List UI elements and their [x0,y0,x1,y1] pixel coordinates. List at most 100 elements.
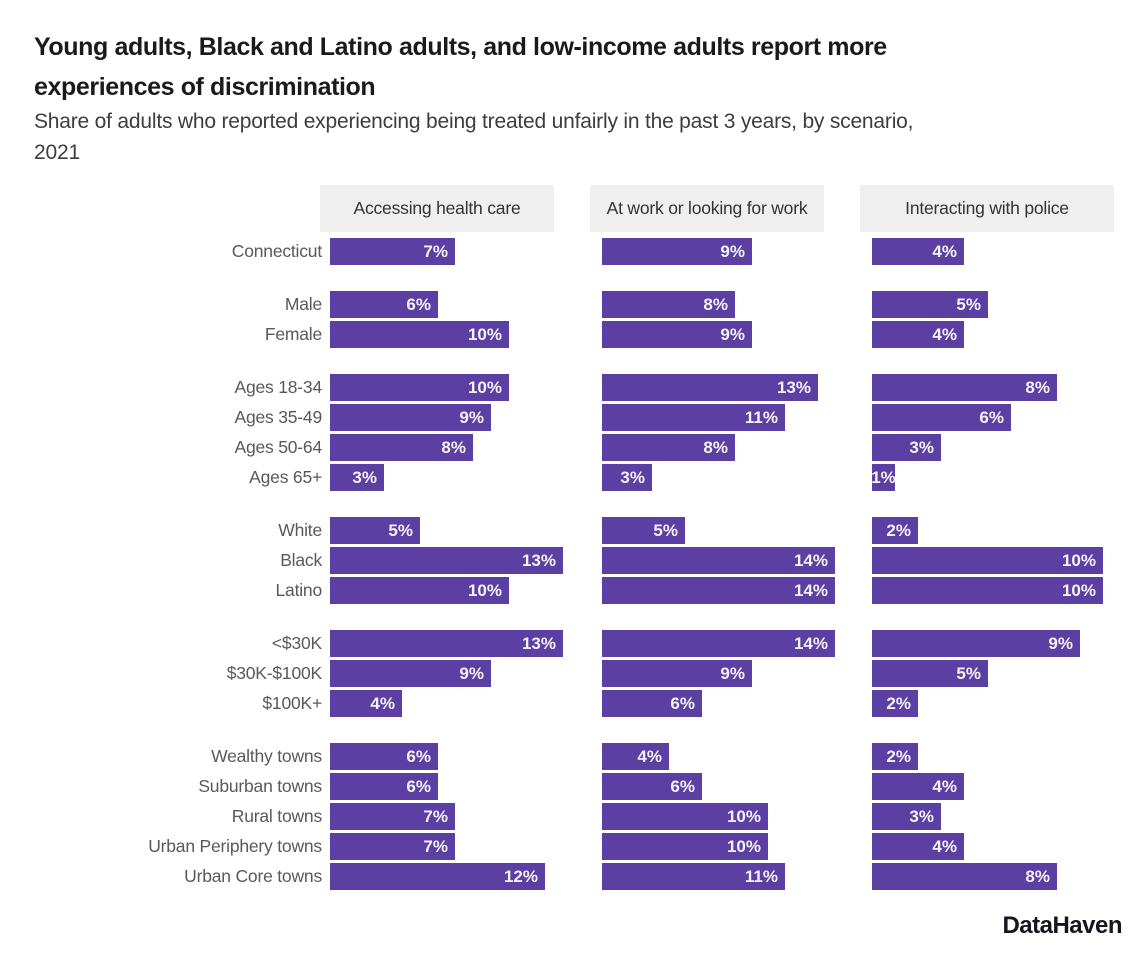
bar-value-label: 10% [1061,550,1096,570]
bar-value-label: 9% [459,663,484,683]
bar: 10% [872,577,1103,604]
bar: 8% [872,863,1057,890]
chart-subtitle-line-1: Share of adults who reported experiencin… [34,110,914,133]
bar-row: Rural towns 7% 10% 3% [0,803,1147,833]
bar: 11% [602,863,785,890]
facet-cell: 5% [872,291,1147,318]
chart-title-line-2: experiences of discrimination [34,73,376,101]
bar-value-label: 3% [352,467,377,487]
facet-header-accessing-health-care: Accessing health care [320,185,554,232]
facet-cell: 2% [872,743,1147,770]
bar: 12% [330,863,545,890]
facet-cell: 8% [602,434,872,461]
chart-subtitle-line-2: 2021 [34,141,80,164]
facet-cell: 4% [872,773,1147,800]
facet-cell: 10% [872,547,1147,574]
bar: 5% [872,291,988,318]
bar-value-label: 13% [521,550,556,570]
bar: 10% [602,833,768,860]
bar: 5% [330,517,420,544]
bar: 10% [330,577,509,604]
row-label: Ages 18-34 [234,377,322,397]
bar: 9% [602,238,752,265]
bar: 2% [872,690,918,717]
bar: 11% [602,404,785,431]
facet-cell: 14% [602,630,872,657]
row-label: Ages 35-49 [234,407,322,427]
bar-value-label: 3% [909,437,934,457]
bar: 6% [602,690,702,717]
bar-row: White 5% 5% 2% [0,517,1147,547]
faceted-bar-chart: Accessing health care At work or looking… [0,185,1147,916]
bar: 3% [872,434,941,461]
row-label: Black [280,550,322,570]
bar: 9% [330,404,491,431]
bar-value-label: 2% [886,693,911,713]
bar-value-label: 6% [670,693,695,713]
bar-value-label: 5% [653,520,678,540]
bar-value-label: 9% [1048,633,1073,653]
facet-header-interacting-with-police: Interacting with police [860,185,1114,232]
bar-value-label: 4% [637,746,662,766]
facet-cell: 3% [872,803,1147,830]
bar: 6% [872,404,1011,431]
row-label: $30K-$100K [226,663,323,683]
bar-row: <$30K 13% 14% 9% [0,630,1147,660]
bar-value-label: 4% [932,324,957,344]
facet-cell: 4% [872,833,1147,860]
facet-cell: 8% [330,434,602,461]
bar: 6% [602,773,702,800]
facet-cell: 13% [330,547,602,574]
bar-row: Wealthy towns 6% 4% 2% [0,743,1147,773]
bar: 14% [602,630,835,657]
bar: 1% [871,464,896,491]
row-label: Male [284,294,322,314]
bar-row: Ages 50-64 8% 8% 3% [0,434,1147,464]
facet-cell: 10% [330,374,602,401]
facet-cell: 13% [330,630,602,657]
row-label: Urban Core towns [184,866,322,886]
bar-value-label: 4% [370,693,395,713]
bar-value-label: 9% [720,324,745,344]
bar-group-income: <$30K 13% 14% 9% $30K-$100K 9% 9% 5% $100K+ 4% 6% 2… [0,630,1147,720]
bar-row: Urban Core towns 12% 11% 8% [0,863,1147,893]
bar: 3% [330,464,384,491]
bar: 3% [602,464,652,491]
facet-cell: 5% [872,660,1147,687]
facet-cell: 10% [602,833,872,860]
bar-value-label: 7% [423,836,448,856]
row-label: $100K+ [262,693,322,713]
bar-value-label: 10% [726,806,761,826]
bar-value-label: 3% [620,467,645,487]
bar-value-label: 10% [467,377,502,397]
chart-title: Young adults, Black and Latino adults, a… [34,27,887,107]
bar: 4% [872,321,964,348]
facet-cell: 4% [872,321,1147,348]
facet-cell: 6% [330,291,602,318]
facet-cell: 9% [330,404,602,431]
row-label: Urban Periphery towns [148,836,322,856]
bar: 4% [872,773,964,800]
bar: 9% [872,630,1080,657]
bar: 4% [872,238,964,265]
datahaven-logo: DataHaven [1002,912,1122,939]
bar: 4% [872,833,964,860]
facet-cell: 7% [330,833,602,860]
bar: 10% [602,803,768,830]
bar-value-label: 6% [406,294,431,314]
facet-cell: 9% [602,660,872,687]
facet-cell: 14% [602,577,872,604]
bar-value-label: 7% [423,806,448,826]
facet-cell: 8% [872,374,1147,401]
bar: 7% [330,833,455,860]
facet-cell: 3% [602,464,872,491]
bar-row: Latino 10% 14% 10% [0,577,1147,607]
bar-value-label: 3% [909,806,934,826]
bar-value-label: 14% [793,633,828,653]
bar-row: Male 6% 8% 5% [0,291,1147,321]
bar-value-label: 9% [459,407,484,427]
bar-value-label: 10% [467,580,502,600]
facet-cell: 3% [330,464,602,491]
facet-cell: 6% [330,773,602,800]
bar: 2% [872,517,918,544]
